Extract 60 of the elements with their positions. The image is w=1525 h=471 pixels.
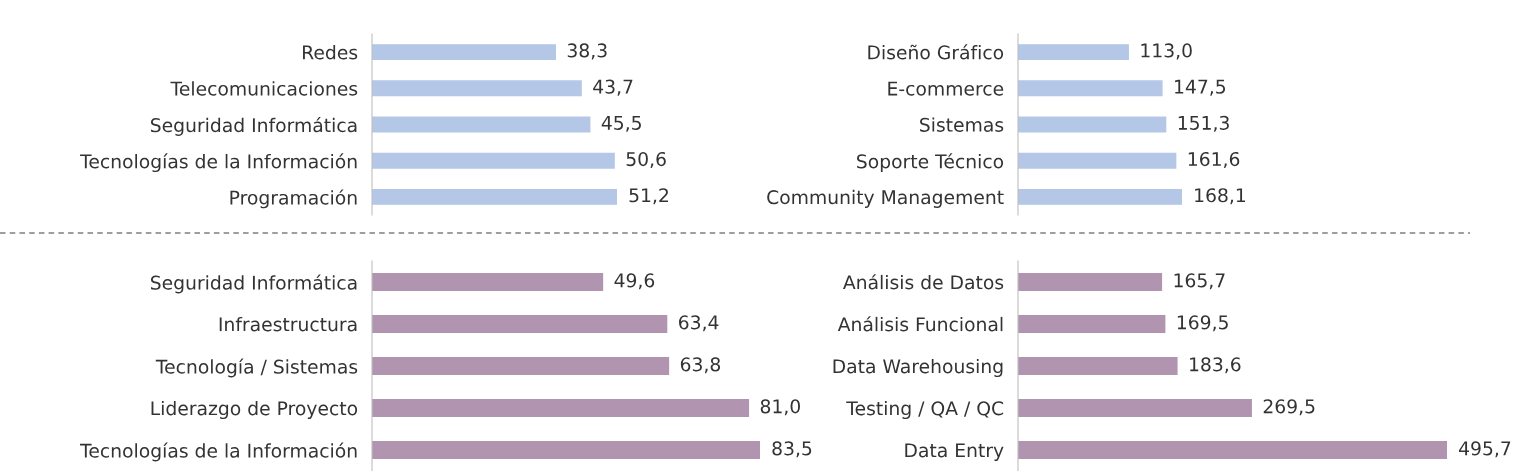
y-tick-label: Testing / QA / QC — [846, 400, 1004, 420]
y-tick-label: Seguridad Informática — [150, 117, 357, 136]
data-label: 151,3 — [1178, 115, 1229, 132]
data-label: 38,3 — [567, 43, 607, 60]
data-label: 165,7 — [1174, 273, 1225, 290]
bar — [1018, 188, 1182, 205]
data-label: 63,4 — [679, 315, 719, 332]
bar — [1018, 440, 1447, 460]
bar — [1018, 80, 1163, 97]
bar — [1018, 356, 1178, 376]
data-label: 495,7 — [1459, 441, 1511, 458]
data-label: 43,7 — [593, 79, 633, 96]
y-tick-label: Community Management — [767, 189, 1004, 208]
bar — [372, 44, 556, 61]
y-tick-label: Data Warehousing — [833, 358, 1003, 378]
bar — [372, 356, 670, 376]
bar — [372, 152, 615, 169]
data-label: 63,8 — [680, 357, 721, 374]
bar — [372, 80, 582, 97]
bar — [1018, 116, 1167, 133]
bar — [372, 188, 617, 205]
data-label: 51,2 — [629, 188, 668, 205]
data-label: 81,0 — [760, 399, 800, 416]
data-label: 83,5 — [772, 441, 812, 458]
data-label: 183,6 — [1190, 357, 1241, 374]
data-label: 49,6 — [614, 273, 655, 290]
data-label: 269,5 — [1263, 399, 1315, 416]
data-label: 45,5 — [601, 116, 641, 132]
bar — [372, 398, 750, 418]
bar — [1018, 398, 1252, 418]
y-tick-label: E-commerce — [888, 81, 1004, 96]
y-tick-label: Soporte Técnico — [857, 153, 1004, 173]
y-tick-label: Diseño Gráfico — [868, 44, 1004, 60]
data-label: 50,6 — [626, 151, 666, 169]
bar — [1018, 152, 1177, 169]
bar — [372, 272, 604, 292]
bar — [372, 116, 591, 133]
bar — [372, 440, 760, 460]
bar — [1018, 44, 1129, 61]
y-tick-label: Redes — [303, 44, 358, 60]
y-tick-label: Sistemas — [920, 117, 1004, 132]
data-label: 168,1 — [1195, 188, 1246, 205]
y-tick-label: Seguridad Informática — [150, 274, 357, 294]
y-tick-label: Programación — [230, 189, 357, 209]
data-label: 161,6 — [1188, 151, 1240, 169]
y-tick-label: Análisis de Datos — [843, 274, 1004, 290]
bar — [372, 314, 668, 334]
y-tick-label: Liderazgo de Proyecto — [151, 400, 358, 420]
y-tick-label: Infraestructura — [219, 316, 357, 332]
y-tick-label: Telecomunicaciones — [170, 81, 358, 96]
y-tick-label: Análisis Funcional — [837, 316, 1003, 332]
data-label: 113,0 — [1141, 43, 1192, 60]
y-tick-label: Tecnologías de la Información — [80, 153, 357, 173]
data-label: 147,5 — [1175, 79, 1226, 96]
bar — [1018, 314, 1166, 334]
bar — [1018, 272, 1163, 292]
data-label: 169,5 — [1177, 315, 1228, 332]
y-tick-label: Data Entry — [905, 443, 1004, 462]
y-tick-label: Tecnología / Sistemas — [155, 358, 358, 378]
y-tick-label: Tecnologías de la Información — [80, 442, 357, 462]
